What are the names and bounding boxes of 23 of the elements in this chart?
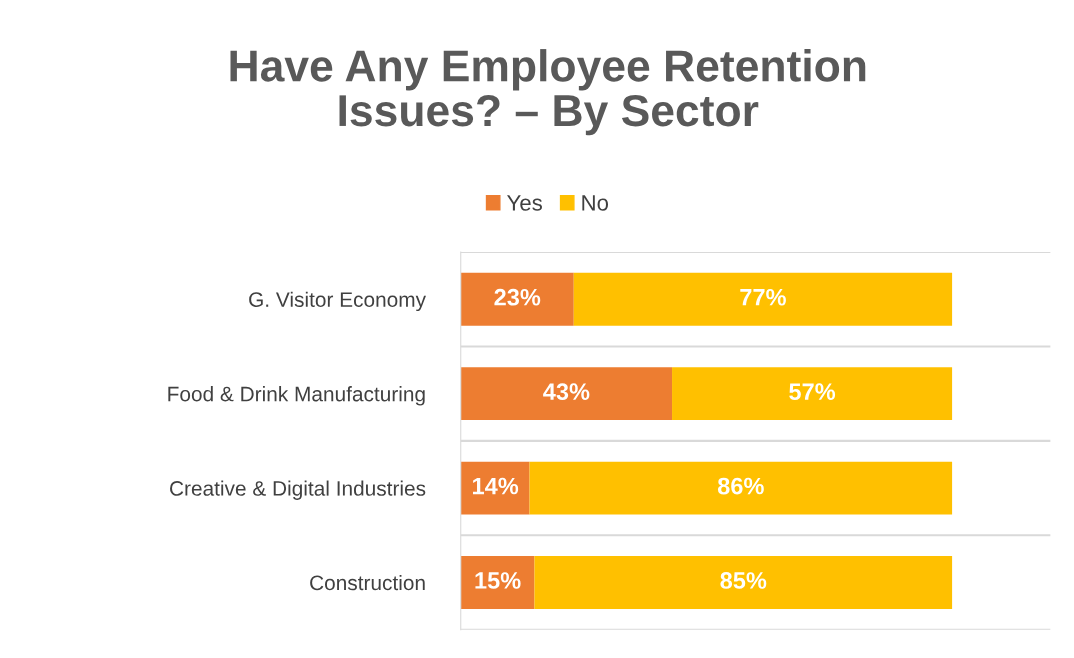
legend-label: Yes — [507, 195, 542, 211]
data-label: 23% — [494, 288, 541, 306]
data-label: 85% — [720, 572, 767, 589]
bar — [573, 272, 953, 326]
chart-title: Have Any Employee Retention Issues? – By Sector — [230, 49, 866, 136]
legend-label: No — [582, 195, 609, 211]
bar — [460, 461, 530, 515]
data-label: 43% — [543, 383, 590, 401]
data-label: 15% — [475, 572, 521, 589]
y-tick-label: Construction — [310, 574, 425, 591]
bar — [460, 272, 574, 326]
y-tick-label: G. Visitor Economy — [249, 291, 426, 312]
data-label: 86% — [717, 477, 764, 495]
data-label: 14% — [473, 477, 519, 495]
bar — [529, 461, 953, 515]
bar — [460, 556, 535, 609]
bar — [672, 367, 953, 421]
y-tick-label: Creative & Digital Industries — [170, 480, 426, 500]
bar — [460, 367, 673, 421]
data-label: 57% — [789, 383, 836, 400]
data-label: 77% — [740, 288, 786, 306]
bar — [534, 556, 953, 609]
y-tick-label: Food & Drink Manufacturing — [168, 386, 425, 406]
